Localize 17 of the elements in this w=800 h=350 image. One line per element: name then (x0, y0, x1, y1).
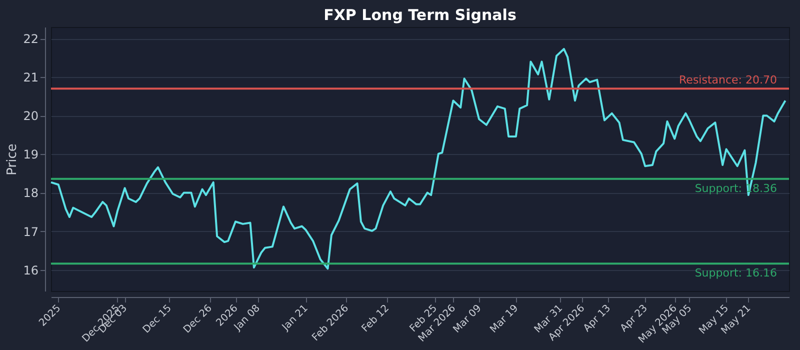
y-tick-label: 22 (23, 32, 38, 46)
chart-title: FXP Long Term Signals (324, 6, 516, 24)
x-tick-label: Dec 26 (182, 302, 214, 336)
x-tick-label: Dec 15 (141, 302, 174, 336)
y-tick-label: 20 (23, 109, 38, 124)
x-tick-label: Jan 21 (280, 302, 310, 334)
ref-line-label: Support: 16.16 (694, 266, 777, 280)
line-series (50, 48, 786, 270)
x-tick-label: Feb 12 (360, 302, 392, 335)
y-tick-label: 16 (23, 263, 38, 278)
x-tick-label: Mar 19 (488, 302, 521, 336)
y-tick-label: 21 (23, 70, 38, 85)
ref-line-label: Resistance: 20.70 (679, 74, 777, 87)
y-tick-label: 17 (23, 224, 38, 239)
y-axis-title: Price (5, 144, 20, 176)
y-tick-label: 18 (23, 186, 38, 200)
y-tick-label: 19 (23, 148, 38, 162)
